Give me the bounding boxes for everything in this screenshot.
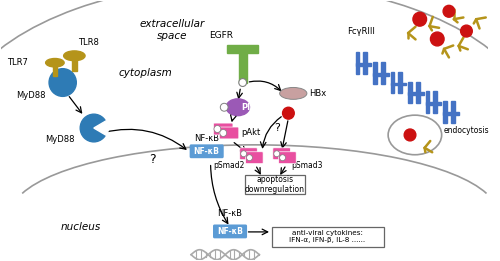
Bar bbox=[390, 72, 394, 93]
Circle shape bbox=[280, 155, 285, 161]
Text: EGFR: EGFR bbox=[210, 31, 234, 39]
Bar bbox=[364, 52, 367, 74]
Text: nucleus: nucleus bbox=[61, 222, 102, 232]
Circle shape bbox=[460, 25, 472, 37]
Circle shape bbox=[220, 129, 226, 137]
Bar bbox=[356, 63, 371, 66]
Circle shape bbox=[413, 12, 426, 26]
Ellipse shape bbox=[46, 58, 64, 67]
FancyBboxPatch shape bbox=[278, 152, 296, 164]
Text: NF-κB: NF-κB bbox=[217, 227, 243, 236]
FancyBboxPatch shape bbox=[214, 123, 233, 135]
Circle shape bbox=[220, 103, 228, 111]
Text: ?: ? bbox=[149, 153, 156, 166]
Bar bbox=[373, 73, 388, 76]
Bar bbox=[408, 81, 412, 103]
Bar bbox=[398, 72, 402, 93]
Wedge shape bbox=[94, 121, 108, 135]
Bar bbox=[227, 45, 258, 53]
Circle shape bbox=[282, 107, 294, 119]
Text: MyD88: MyD88 bbox=[45, 135, 74, 144]
Text: TLR7: TLR7 bbox=[7, 58, 28, 67]
Text: pSmad3: pSmad3 bbox=[291, 161, 322, 170]
Text: NF-κB: NF-κB bbox=[194, 147, 220, 156]
Circle shape bbox=[246, 155, 252, 161]
Circle shape bbox=[239, 79, 246, 86]
Text: NF-κB: NF-κB bbox=[218, 209, 242, 218]
Text: NF-κB: NF-κB bbox=[194, 134, 219, 143]
FancyBboxPatch shape bbox=[273, 148, 290, 160]
Bar bbox=[434, 91, 438, 113]
FancyBboxPatch shape bbox=[213, 224, 247, 238]
FancyBboxPatch shape bbox=[272, 227, 384, 247]
Circle shape bbox=[274, 151, 280, 157]
Text: pAkt: pAkt bbox=[242, 128, 261, 138]
Ellipse shape bbox=[64, 51, 85, 61]
Text: TLR8: TLR8 bbox=[78, 38, 99, 48]
Text: PI3K: PI3K bbox=[242, 103, 263, 112]
Ellipse shape bbox=[280, 87, 307, 99]
Bar bbox=[443, 112, 458, 115]
Bar bbox=[381, 62, 384, 84]
Circle shape bbox=[49, 69, 76, 96]
Bar bbox=[239, 53, 246, 82]
Ellipse shape bbox=[226, 99, 250, 116]
Circle shape bbox=[214, 126, 221, 133]
Text: MyD88: MyD88 bbox=[16, 91, 45, 100]
FancyBboxPatch shape bbox=[244, 175, 305, 194]
FancyBboxPatch shape bbox=[240, 148, 258, 160]
Text: ?: ? bbox=[274, 123, 280, 133]
Bar bbox=[356, 52, 360, 74]
FancyBboxPatch shape bbox=[246, 152, 263, 164]
Bar bbox=[451, 101, 455, 123]
Bar bbox=[53, 63, 56, 76]
Bar bbox=[373, 62, 377, 84]
Text: extracellular
space: extracellular space bbox=[139, 19, 204, 41]
Bar bbox=[72, 56, 76, 71]
Bar bbox=[443, 101, 447, 123]
Circle shape bbox=[80, 114, 108, 142]
Circle shape bbox=[240, 151, 246, 157]
Text: HBx: HBx bbox=[309, 89, 326, 98]
FancyBboxPatch shape bbox=[190, 144, 224, 158]
Bar bbox=[426, 102, 441, 105]
Text: endocytosis: endocytosis bbox=[444, 126, 490, 134]
FancyBboxPatch shape bbox=[220, 127, 239, 139]
Text: FcγRIII: FcγRIII bbox=[348, 27, 376, 35]
Circle shape bbox=[404, 129, 416, 141]
Text: pSmad2: pSmad2 bbox=[214, 161, 244, 170]
Text: cytoplasm: cytoplasm bbox=[118, 68, 172, 78]
Text: anti-viral cytokines:
IFN-α, IFN-β, IL-8 ......: anti-viral cytokines: IFN-α, IFN-β, IL-8… bbox=[290, 230, 366, 243]
Bar bbox=[408, 92, 424, 95]
Bar bbox=[426, 91, 430, 113]
Text: apoptosis
downregulation: apoptosis downregulation bbox=[245, 175, 305, 194]
Bar bbox=[390, 82, 406, 86]
Circle shape bbox=[430, 32, 444, 46]
Circle shape bbox=[443, 5, 455, 17]
Bar bbox=[416, 81, 420, 103]
